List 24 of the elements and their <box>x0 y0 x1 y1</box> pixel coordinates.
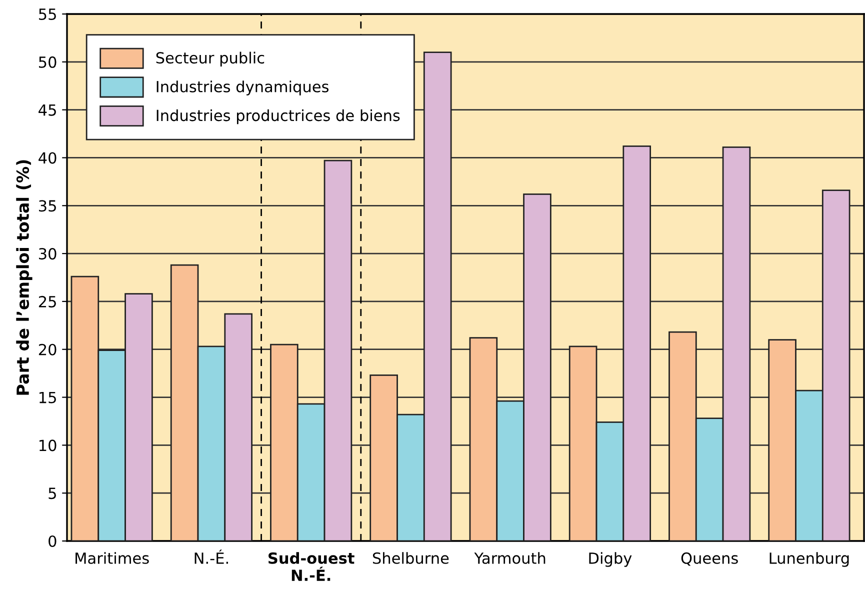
y-axis-title: Part de l’emploi total (%) <box>16 160 32 395</box>
y-tick-label: 40 <box>38 152 56 164</box>
y-tick-label: 45 <box>38 104 56 116</box>
y-tick-label: 0 <box>48 535 56 548</box>
x-tick-label: Sud-ouest N.-É. <box>268 552 354 581</box>
y-tick-label: 15 <box>40 392 56 404</box>
x-tick-label: Shelburne <box>372 552 449 564</box>
y-tick-label: 5 <box>48 488 56 500</box>
y-tick-label: 10 <box>40 440 56 452</box>
y-tick-label: 30 <box>39 248 56 260</box>
x-tick-label: Lunenburg <box>770 552 849 567</box>
x-tick-label: Queens <box>681 552 738 566</box>
legend-label: Industries productrices de biens <box>156 109 400 124</box>
y-tick-label: 20 <box>38 344 56 356</box>
x-tick-label: Yarmouth <box>474 552 546 564</box>
y-tick-label: 35 <box>39 200 56 212</box>
y-tick-label: 55 <box>39 8 56 20</box>
x-tick-label: N.-É. <box>194 550 228 564</box>
y-tick-label: 50 <box>39 56 56 68</box>
x-tick-label: Digby <box>589 552 632 567</box>
y-tick-label: 25 <box>38 296 56 308</box>
legend-label: Industries dynamiques <box>156 80 329 96</box>
legend-label: Secteur public <box>156 52 264 67</box>
x-tick-label: Maritimes <box>76 552 149 564</box>
